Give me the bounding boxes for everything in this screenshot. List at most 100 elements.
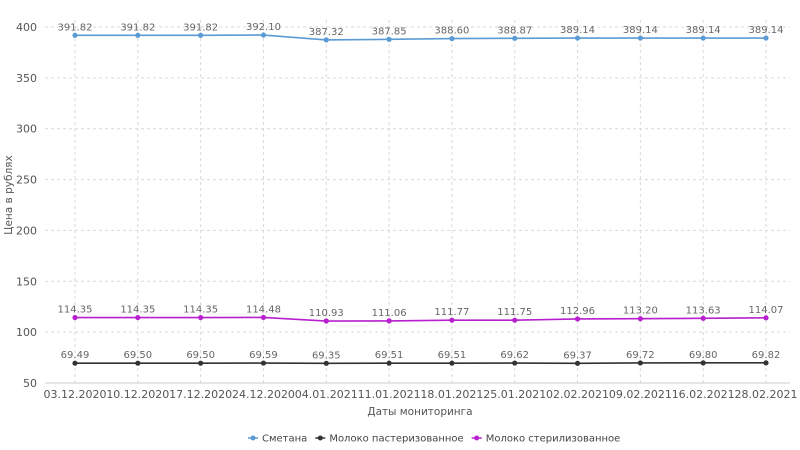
data-label: 69.82 <box>752 350 781 361</box>
data-point[interactable] <box>700 315 706 321</box>
series-line <box>75 34 766 41</box>
series-group: 391.82 391.82 391.82 392.10 387.32 387.85 388.… <box>58 22 784 43</box>
data-point[interactable] <box>323 37 329 43</box>
data-label: 392.10 <box>246 22 281 33</box>
data-point[interactable] <box>763 315 769 321</box>
data-point[interactable] <box>323 318 329 324</box>
data-point[interactable] <box>135 314 141 321</box>
data-point[interactable] <box>637 316 643 322</box>
data-point[interactable] <box>198 314 204 321</box>
data-point[interactable] <box>763 360 769 366</box>
x-tick-label: 02.02.2021 <box>546 388 609 401</box>
data-point[interactable] <box>574 316 581 322</box>
legend-marker <box>250 435 256 441</box>
data-point[interactable] <box>72 360 78 366</box>
data-point[interactable] <box>72 32 78 38</box>
legend-label: Молоко стерилизованное <box>486 434 621 445</box>
data-point[interactable] <box>323 360 329 366</box>
data-label: 389.14 <box>749 25 784 36</box>
data-label: 111.77 <box>434 307 469 318</box>
x-axis-title: Даты мониторинга <box>367 406 472 418</box>
data-label: 69.50 <box>123 350 152 361</box>
data-label: 387.85 <box>372 26 407 37</box>
x-tick-label: 10.12.2020 <box>106 388 169 401</box>
data-point[interactable] <box>574 360 581 366</box>
data-label: 391.82 <box>120 22 155 33</box>
data-label: 114.35 <box>120 305 155 316</box>
x-tick-label: 03.12.2020 <box>44 388 107 401</box>
legend-item[interactable]: Молоко пастеризованное <box>315 434 464 445</box>
y-tick-label: 400 <box>16 21 37 34</box>
data-label: 69.50 <box>186 350 215 361</box>
data-label: 114.35 <box>183 305 218 316</box>
data-point[interactable] <box>700 360 706 366</box>
x-tick-label: 09.02.2021 <box>609 388 672 401</box>
data-label: 69.59 <box>249 350 278 361</box>
data-point[interactable] <box>198 32 204 38</box>
data-point[interactable] <box>700 35 706 41</box>
data-label: 114.35 <box>58 305 93 316</box>
data-point[interactable] <box>386 318 392 324</box>
series-line <box>75 316 767 322</box>
legend-label: Молоко пастеризованное <box>329 434 463 445</box>
data-label: 69.37 <box>563 350 592 361</box>
data-label: 113.20 <box>623 306 658 317</box>
data-label: 389.14 <box>560 25 595 36</box>
y-tick-label: 300 <box>16 123 37 136</box>
y-tick-label: 350 <box>16 72 37 85</box>
x-tick-label: 28.02.2021 <box>735 388 798 401</box>
data-point[interactable] <box>72 314 78 321</box>
data-label: 387.32 <box>309 27 344 38</box>
data-label: 69.62 <box>500 350 529 361</box>
x-tick-label: 18.01.2021 <box>420 388 483 401</box>
y-axis-title: Цена в рублях <box>3 155 15 234</box>
data-label: 69.51 <box>375 350 404 361</box>
data-label: 69.35 <box>312 350 341 361</box>
data-point[interactable] <box>512 360 518 366</box>
data-point[interactable] <box>512 317 518 323</box>
data-point[interactable] <box>260 32 267 38</box>
data-point[interactable] <box>637 360 643 366</box>
legend-item[interactable]: Сметана <box>248 434 307 445</box>
legend-marker <box>317 435 323 441</box>
legend-item[interactable]: Молоко стерилизованное <box>471 434 621 445</box>
series-layer: 391.82 391.82 391.82 392.10 387.32 387.85 388.… <box>58 22 784 366</box>
data-label: 391.82 <box>58 22 93 33</box>
data-label: 113.63 <box>686 305 721 316</box>
data-point[interactable] <box>198 360 204 366</box>
data-label: 111.75 <box>497 307 532 318</box>
data-point[interactable] <box>386 36 392 42</box>
data-label: 69.72 <box>626 350 655 361</box>
y-tick-label: 100 <box>16 326 37 339</box>
data-point[interactable] <box>574 35 581 41</box>
y-tick-label: 50 <box>23 377 37 390</box>
data-point[interactable] <box>763 35 769 41</box>
data-point[interactable] <box>449 317 455 323</box>
data-label: 389.14 <box>623 25 658 36</box>
data-label: 389.14 <box>686 25 721 36</box>
data-point[interactable] <box>135 32 141 38</box>
data-label: 69.80 <box>689 350 718 361</box>
y-axis-ticks: 50 100 150 200 250 300 350 400 <box>16 21 37 390</box>
x-tick-label: 04.01.2021 <box>295 388 358 401</box>
data-point[interactable] <box>449 360 455 366</box>
data-point[interactable] <box>260 360 267 366</box>
x-tick-label: 11.01.2021 <box>358 388 421 401</box>
x-tick-label: 24.12.2020 <box>232 388 295 401</box>
data-point[interactable] <box>386 360 392 366</box>
legend: Сметана Молоко пастеризованное Молоко стер… <box>248 434 620 445</box>
y-tick-label: 250 <box>16 174 37 187</box>
y-tick-label: 150 <box>16 275 37 288</box>
data-label: 114.07 <box>749 305 784 316</box>
grid-lines <box>45 20 790 383</box>
x-axis-ticks: 03.12.2020 10.12.2020 17.12.2020 24.12.2020… <box>44 388 798 401</box>
data-point[interactable] <box>637 35 643 41</box>
data-point[interactable] <box>260 314 267 321</box>
legend-marker <box>474 435 480 441</box>
data-point[interactable] <box>135 360 141 366</box>
data-label: 388.87 <box>497 25 532 36</box>
data-point[interactable] <box>449 35 455 42</box>
data-label: 388.60 <box>434 26 469 37</box>
data-point[interactable] <box>512 35 518 41</box>
